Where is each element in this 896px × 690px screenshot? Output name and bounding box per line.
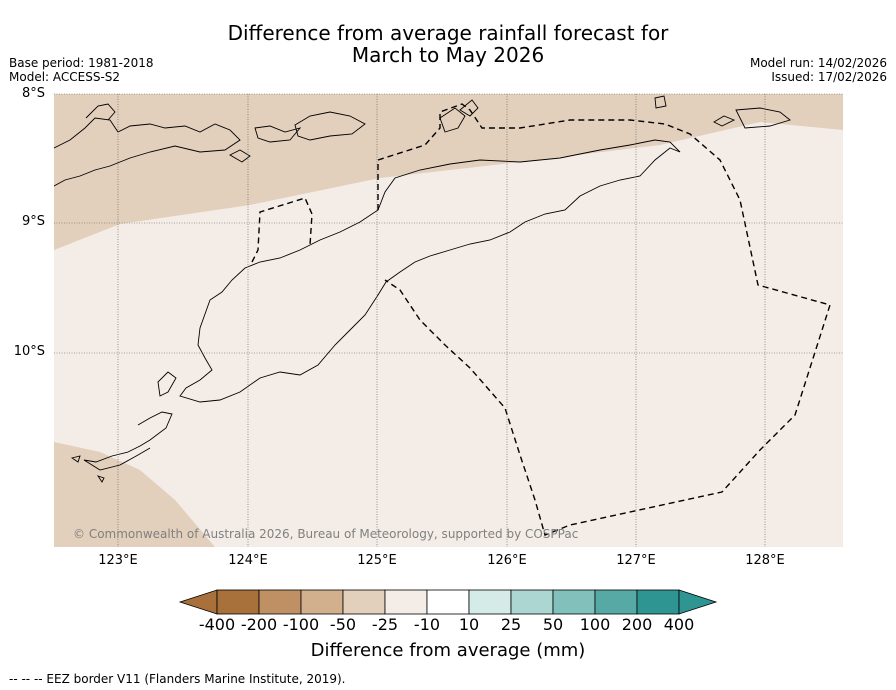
eez-border: [251, 103, 831, 536]
colorbar-bin-2: [258, 589, 302, 615]
colorbar-tick-label: -400: [198, 615, 236, 634]
map-frame: [54, 94, 843, 547]
issued-date: Issued: 17/02/2026: [771, 70, 887, 84]
lon-label-124e: 124°E: [228, 553, 268, 568]
colorbar-tick-label: -25: [371, 615, 399, 634]
colorbar-tick-label: -10: [413, 615, 441, 634]
colorbar-bin-9: [552, 589, 596, 615]
lon-label-127e: 127°E: [616, 553, 656, 568]
lon-label-126e: 126°E: [487, 553, 527, 568]
colorbar-tick-label: -100: [282, 615, 320, 634]
lat-label-8s: 8°S: [21, 86, 45, 101]
map-title-line1: Difference from average rainfall forecas…: [227, 21, 669, 45]
coastline: [54, 95, 791, 483]
colorbar-bin-11: [636, 589, 680, 615]
colorbar-bin-8: [510, 589, 554, 615]
model-name: Model: ACCESS-S2: [9, 70, 121, 84]
colorbar-bin-5: [384, 589, 428, 615]
colorbar-bin-3: [300, 589, 344, 615]
colorbar-bin-6: [426, 589, 470, 615]
model-run: Model run: 14/02/2026: [749, 56, 887, 70]
colorbar-bin-1: [216, 589, 260, 615]
graticule: [54, 93, 843, 547]
colorbar-bin-4: [342, 589, 386, 615]
lat-label-9s: 9°S: [21, 214, 45, 229]
lon-label-125e: 125°E: [357, 553, 397, 568]
colorbar-tick-label: 100: [579, 615, 611, 634]
colorbar-under-arrow: [178, 589, 218, 615]
anomaly-region-north: [54, 94, 843, 250]
colorbar-over-arrow: [678, 589, 718, 615]
lon-label-123e: 123°E: [98, 553, 138, 568]
colorbar-tick-label: -50: [329, 615, 357, 634]
base-period: Base period: 1981-2018: [9, 56, 154, 70]
colorbar-bin-10: [594, 589, 638, 615]
colorbar-tick-label: -200: [240, 615, 278, 634]
colorbar: [178, 589, 718, 615]
lat-label-10s: 10°S: [13, 344, 45, 359]
colorbar-tick-label: 200: [621, 615, 653, 634]
eez-footnote: -- -- -- EEZ border V11 (Flanders Marine…: [9, 672, 346, 686]
lon-label-128e: 128°E: [745, 553, 785, 568]
colorbar-tick-label: 25: [500, 615, 522, 634]
map-title-line2: March to May 2026: [351, 43, 545, 67]
colorbar-tick-label: 10: [458, 615, 480, 634]
colorbar-tick-label: 400: [663, 615, 695, 634]
colorbar-bin-7: [468, 589, 512, 615]
anomaly-region-southwest: [54, 442, 215, 547]
colorbar-tick-label: 50: [542, 615, 564, 634]
colorbar-title: Difference from average (mm): [310, 640, 586, 661]
copyright-notice: © Commonwealth of Australia 2026, Bureau…: [73, 527, 579, 541]
